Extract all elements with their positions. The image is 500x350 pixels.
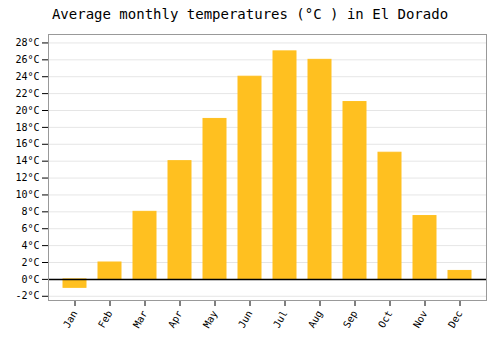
svg-text:6°C: 6°C [21,223,39,234]
svg-text:20°C: 20°C [15,105,39,116]
svg-text:0°C: 0°C [21,274,39,285]
svg-text:16°C: 16°C [15,138,39,149]
svg-text:2°C: 2°C [21,257,39,268]
svg-text:14°C: 14°C [15,155,39,166]
svg-text:Jun: Jun [236,309,255,330]
svg-text:26°C: 26°C [15,54,39,65]
svg-text:Jan: Jan [61,309,80,330]
svg-text:Apr: Apr [166,309,185,330]
svg-text:Sep: Sep [341,309,360,330]
svg-text:Feb: Feb [96,309,115,330]
svg-text:8°C: 8°C [21,206,39,217]
svg-text:Mar: Mar [131,309,150,330]
svg-text:Nov: Nov [411,309,430,330]
svg-text:10°C: 10°C [15,189,39,200]
svg-text:28°C: 28°C [15,37,39,48]
svg-text:18°C: 18°C [15,122,39,133]
svg-text:Oct: Oct [376,309,395,330]
svg-text:4°C: 4°C [21,240,39,251]
svg-text:-2°C: -2°C [15,290,39,301]
svg-text:Jul: Jul [271,309,290,330]
svg-text:Aug: Aug [306,309,325,330]
html-text:Average monthly temperatures (: Average monthly temperatures (°C ) in El… [51,6,449,22]
svg-text:Dec: Dec [446,309,465,330]
svg-text:24°C: 24°C [15,71,39,82]
svg-text:22°C: 22°C [15,88,39,99]
svg-text:May: May [201,309,220,330]
svg-text:12°C: 12°C [15,172,39,183]
